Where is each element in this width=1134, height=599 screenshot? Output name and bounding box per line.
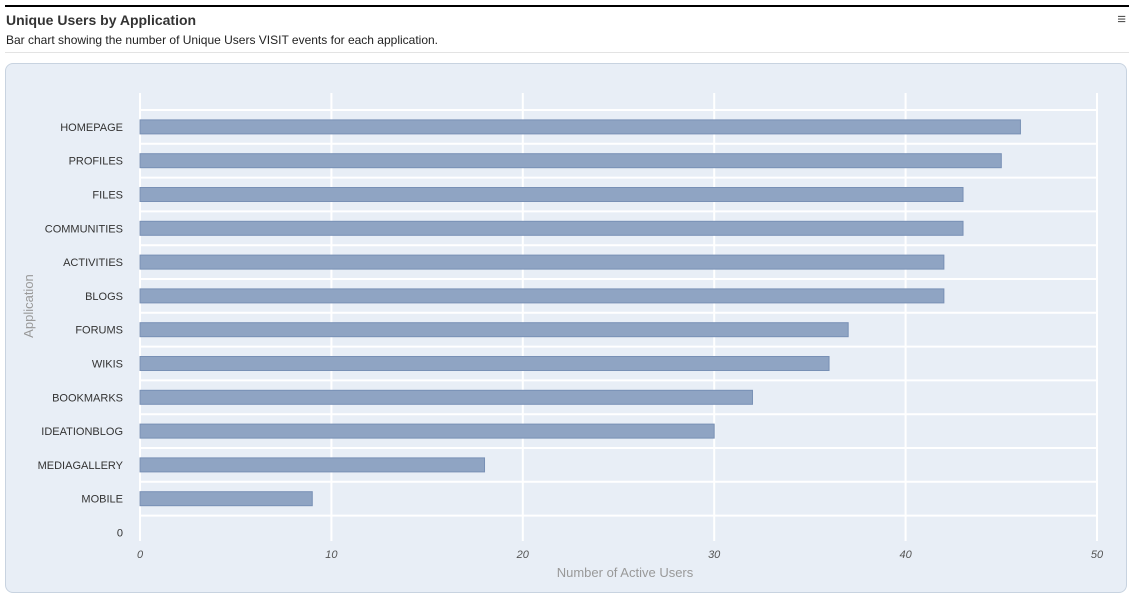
y-tick-label: WIKIS bbox=[92, 359, 123, 371]
y-tick-label: HOMEPAGE bbox=[60, 122, 123, 134]
y-tick-label: 0 bbox=[117, 528, 123, 540]
y-axis-label: Application bbox=[21, 274, 36, 338]
y-tick-label: FORUMS bbox=[75, 325, 123, 337]
y-tick-label: MEDIAGALLERY bbox=[38, 460, 124, 472]
x-tick-label: 10 bbox=[325, 549, 338, 561]
x-tick-label: 20 bbox=[516, 549, 530, 561]
bar-forums bbox=[140, 323, 848, 337]
bar-ideationblog bbox=[140, 424, 714, 438]
y-tick-label: MOBILE bbox=[81, 494, 123, 506]
y-tick-label: FILES bbox=[92, 190, 123, 202]
x-tick-label: 30 bbox=[708, 549, 721, 561]
y-tick-label: ACTIVITIES bbox=[63, 257, 123, 269]
x-tick-label: 40 bbox=[899, 549, 912, 561]
x-tick-label: 50 bbox=[1091, 549, 1104, 561]
y-tick-label: PROFILES bbox=[69, 156, 123, 168]
y-tick-label: BLOGS bbox=[85, 291, 123, 303]
y-tick-label: IDEATIONBLOG bbox=[41, 426, 123, 438]
x-tick-label: 0 bbox=[137, 549, 144, 561]
x-axis-label: Number of Active Users bbox=[557, 565, 694, 580]
bar-communities bbox=[140, 221, 963, 235]
bar-homepage bbox=[140, 120, 1020, 134]
bar-wikis bbox=[140, 357, 829, 371]
bar-activities bbox=[140, 255, 944, 269]
y-tick-label: BOOKMARKS bbox=[52, 392, 123, 404]
bar-mediagallery bbox=[140, 458, 485, 472]
bar-blogs bbox=[140, 289, 944, 303]
y-tick-label: COMMUNITIES bbox=[45, 223, 123, 235]
bar-files bbox=[140, 188, 963, 202]
bar-profiles bbox=[140, 154, 1001, 168]
bar-mobile bbox=[140, 492, 312, 506]
bar-bookmarks bbox=[140, 390, 752, 404]
